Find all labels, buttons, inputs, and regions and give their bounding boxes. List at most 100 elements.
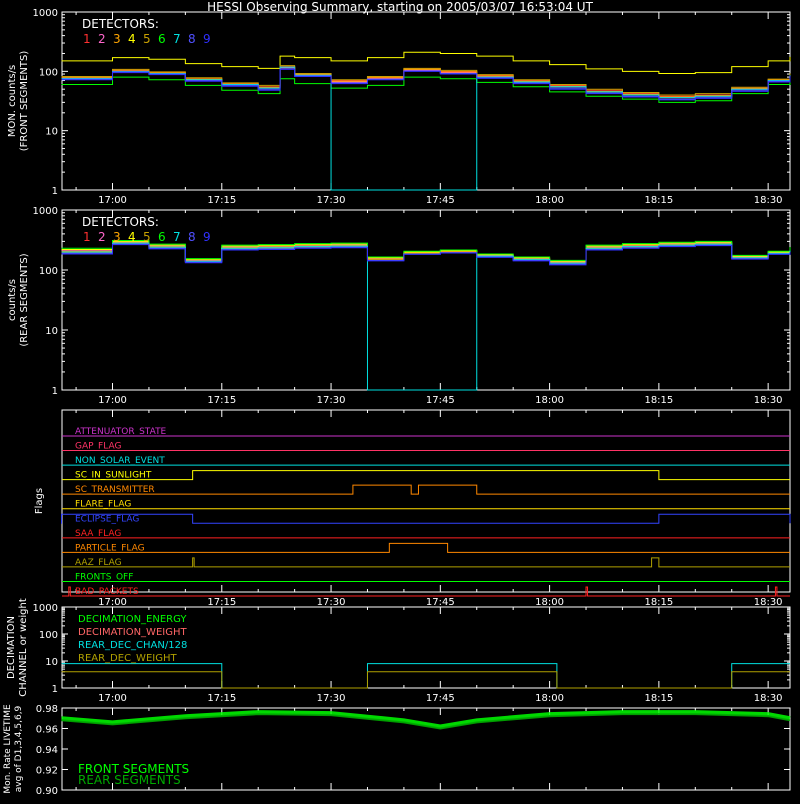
flag-line-eclipse-flag bbox=[61, 513, 791, 524]
x-tick-label: 17:30 bbox=[317, 597, 346, 608]
livetime-y-tick-label: 0.94 bbox=[36, 745, 58, 756]
livetime-y-tick-label: 0.92 bbox=[36, 766, 58, 777]
front-y-label-2: (FRONT SEGMENTS) bbox=[19, 51, 30, 152]
flags-y-label: Flags bbox=[34, 488, 45, 514]
y-tick-label: 10 bbox=[45, 127, 58, 138]
x-tick-label: 18:00 bbox=[535, 395, 564, 406]
x-tick-label: 17:15 bbox=[207, 693, 236, 704]
x-tick-label: 18:30 bbox=[754, 693, 783, 704]
front-series-6 bbox=[61, 76, 791, 103]
front-series-5 bbox=[61, 65, 791, 96]
y-tick-label: 1000 bbox=[33, 603, 58, 614]
decimation-y-label: DECIMATION bbox=[6, 616, 17, 679]
x-tick-label: 17:00 bbox=[98, 195, 127, 206]
rear-legend-detector-4: 4 bbox=[128, 230, 136, 244]
decimation-legend-1: DECIMATION_ENERGY bbox=[78, 614, 187, 625]
decimation-legend-3: REAR_DEC_CHAN/128 bbox=[78, 640, 187, 651]
front-series-9 bbox=[61, 68, 791, 101]
rear-legend-detector-9: 9 bbox=[203, 230, 211, 244]
flag-line-sc-transmitter bbox=[62, 484, 790, 495]
front-legend-detector-3: 3 bbox=[113, 32, 121, 46]
flag-label-sc-in-sunlight: SC_IN_SUNLIGHT bbox=[75, 471, 152, 481]
rear-legend-detector-5: 5 bbox=[143, 230, 151, 244]
decimation-series-1 bbox=[61, 663, 790, 689]
decimation-y-label-2: CHANNEL or weight bbox=[18, 598, 29, 697]
y-tick-label: 100 bbox=[39, 630, 58, 641]
x-tick-label: 18:00 bbox=[535, 597, 564, 608]
x-tick-label: 18:15 bbox=[644, 195, 673, 206]
livetime-legend-2: REAR SEGMENTS bbox=[78, 773, 181, 787]
flag-label-fronts-off: FRONTS_OFF bbox=[75, 572, 133, 582]
rear-legend-detector-7: 7 bbox=[173, 230, 181, 244]
livetime-y-tick-label: 0.98 bbox=[36, 704, 58, 715]
y-tick-label: 1 bbox=[52, 684, 58, 695]
panel-3-frame bbox=[61, 409, 791, 593]
y-tick-label: 10 bbox=[45, 326, 58, 337]
x-tick-label: 18:15 bbox=[644, 597, 673, 608]
rear-y-label: counts/s bbox=[7, 279, 18, 321]
x-tick-label: 18:15 bbox=[644, 395, 673, 406]
flag-label-non-solar-event: NON_SOLAR_EVENT bbox=[75, 456, 165, 466]
front-legend-detector-6: 6 bbox=[158, 32, 166, 46]
x-tick-label: 17:15 bbox=[207, 597, 236, 608]
flag-label-sc-transmitter: SC_TRANSMITTER bbox=[75, 485, 155, 495]
livetime-legend-1: FRONT SEGMENTS bbox=[78, 762, 189, 776]
rear-legend-detector-3: 3 bbox=[113, 230, 121, 244]
front-series-4 bbox=[61, 51, 791, 74]
rear-legend-detector-2: 2 bbox=[98, 230, 106, 244]
flag-label-aaz-flag: AAZ_FLAG bbox=[75, 558, 122, 568]
flag-label-attenuator-state: ATTENUATOR_STATE bbox=[75, 427, 167, 437]
flag-label-eclipse-flag: ECLIPSE_FLAG bbox=[75, 514, 139, 524]
y-tick-label: 100 bbox=[39, 266, 58, 277]
x-tick-label: 17:45 bbox=[426, 597, 455, 608]
rear-legend-detector-1: 1 bbox=[83, 230, 91, 244]
front-legend-title: DETECTORS: bbox=[82, 17, 159, 31]
rear-series-9 bbox=[61, 244, 791, 266]
x-tick-label: 18:30 bbox=[754, 597, 783, 608]
x-tick-label: 17:45 bbox=[426, 195, 455, 206]
x-tick-label: 17:00 bbox=[98, 693, 127, 704]
y-tick-label: 1000 bbox=[33, 8, 58, 19]
front-legend-detector-4: 4 bbox=[128, 32, 136, 46]
flag-label-particle-flag: PARTICLE_FLAG bbox=[75, 543, 145, 553]
flag-line-sc-in-sunlight bbox=[62, 470, 790, 481]
y-tick-label: 1 bbox=[52, 386, 58, 397]
x-tick-label: 17:45 bbox=[426, 395, 455, 406]
x-tick-label: 17:30 bbox=[317, 195, 346, 206]
livetime-series-1 bbox=[61, 710, 791, 729]
x-tick-label: 17:15 bbox=[207, 395, 236, 406]
front-legend-detector-2: 2 bbox=[98, 32, 106, 46]
y-tick-label: 100 bbox=[39, 67, 58, 78]
x-tick-label: 17:15 bbox=[207, 195, 236, 206]
x-tick-label: 18:00 bbox=[535, 195, 564, 206]
flag-line-particle-flag bbox=[62, 542, 790, 553]
flag-label-flare-flag: FLARE_FLAG bbox=[75, 500, 131, 510]
rear-y-label-2: (REAR SEGMENTS) bbox=[19, 253, 30, 346]
decimation-legend-4: REAR_DEC_WEIGHT bbox=[78, 653, 177, 664]
front-legend-detector-1: 1 bbox=[83, 32, 91, 46]
panel-1-frame bbox=[61, 11, 791, 191]
panel-2-frame bbox=[61, 209, 791, 391]
livetime-series-2 bbox=[61, 713, 791, 730]
livetime-y-label-2: avg of D1,3,4,5,6,9 bbox=[14, 705, 24, 792]
flag-label-bad-packets: BAD_PACKETS bbox=[75, 587, 139, 597]
rear-legend-title: DETECTORS: bbox=[82, 215, 159, 229]
rear-legend-detector-6: 6 bbox=[158, 230, 166, 244]
x-tick-label: 17:45 bbox=[426, 693, 455, 704]
livetime-y-tick-label: 0.90 bbox=[36, 786, 58, 797]
front-y-label: MON. counts/s bbox=[7, 65, 18, 137]
front-series-7 bbox=[61, 66, 791, 191]
x-tick-label: 18:30 bbox=[754, 395, 783, 406]
y-tick-label: 1 bbox=[52, 186, 58, 197]
livetime-y-label: Mon. Rate LIVETIME bbox=[3, 704, 13, 794]
x-tick-label: 18:15 bbox=[644, 693, 673, 704]
flag-line-aaz-flag bbox=[62, 557, 790, 568]
livetime-y-tick-label: 0.96 bbox=[36, 725, 58, 736]
rear-legend-detector-8: 8 bbox=[188, 230, 196, 244]
panel-4-frame bbox=[61, 606, 791, 689]
front-legend-detector-9: 9 bbox=[203, 32, 211, 46]
x-tick-label: 18:00 bbox=[535, 693, 564, 704]
decimation-series-2 bbox=[61, 671, 790, 689]
